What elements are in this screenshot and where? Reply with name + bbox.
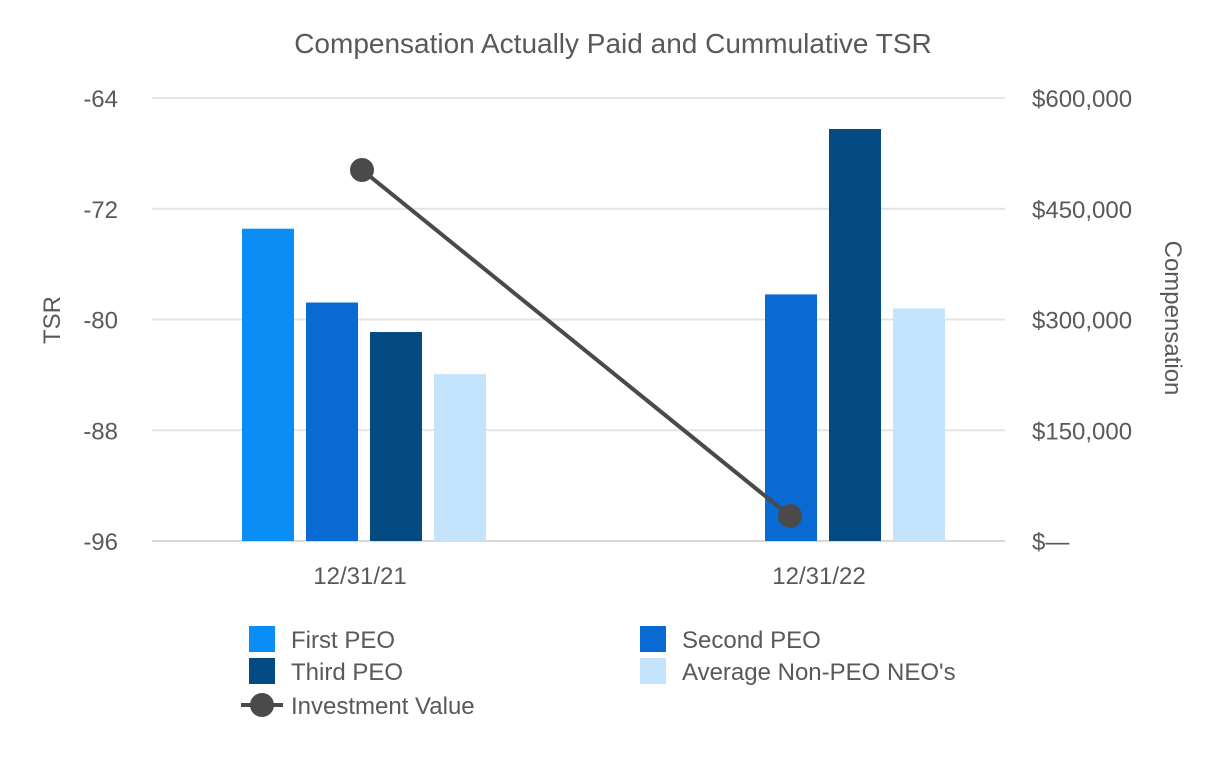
right-tick-label: $300,000: [1032, 308, 1132, 335]
legend-swatch: [640, 626, 666, 652]
x-axis-ticks: 12/31/21 12/31/22: [313, 563, 865, 590]
right-axis-label: Compensation: [1159, 241, 1186, 396]
line-point: [350, 157, 374, 182]
chart-title: Compensation Actually Paid and Cummulati…: [294, 28, 932, 59]
right-axis-ticks: $600,000 $450,000 $300,000 $150,000 $—: [1032, 86, 1132, 556]
x-tick-label: 12/31/22: [772, 563, 865, 590]
legend-label: Investment Value: [291, 693, 475, 720]
legend-swatch: [249, 626, 275, 652]
right-tick-label: $150,000: [1032, 418, 1132, 445]
line-point: [778, 504, 802, 529]
left-axis-ticks: -64 -72 -80 -88 -96: [83, 86, 118, 556]
legend-label: Second PEO: [682, 627, 821, 654]
bars: [242, 129, 945, 541]
bar: [370, 332, 422, 541]
legend-marker: [250, 693, 274, 717]
left-tick-label: -64: [83, 86, 118, 113]
bar: [829, 129, 881, 541]
legend-swatch: [249, 658, 275, 684]
right-tick-label: $600,000: [1032, 86, 1132, 113]
bar: [434, 374, 486, 541]
investment-line: [350, 157, 802, 529]
legend-label: First PEO: [291, 627, 395, 654]
left-tick-label: -72: [83, 197, 118, 224]
right-tick-label: $450,000: [1032, 197, 1132, 224]
legend-label: Third PEO: [291, 659, 403, 686]
left-tick-label: -96: [83, 529, 118, 556]
left-tick-label: -80: [83, 308, 118, 335]
legend: First PEO Second PEO Third PEO Average Non-…: [241, 626, 956, 720]
legend-label: Average Non-PEO NEO's: [682, 659, 956, 686]
x-tick-label: 12/31/21: [313, 563, 406, 590]
bar: [765, 294, 817, 541]
bar: [306, 302, 358, 541]
right-tick-label: $—: [1032, 529, 1069, 556]
left-axis-label: TSR: [39, 296, 66, 344]
legend-swatch: [640, 658, 666, 684]
line-path: [360, 168, 792, 518]
bar: [242, 228, 294, 541]
left-tick-label: -88: [83, 418, 118, 445]
bar: [893, 308, 945, 541]
